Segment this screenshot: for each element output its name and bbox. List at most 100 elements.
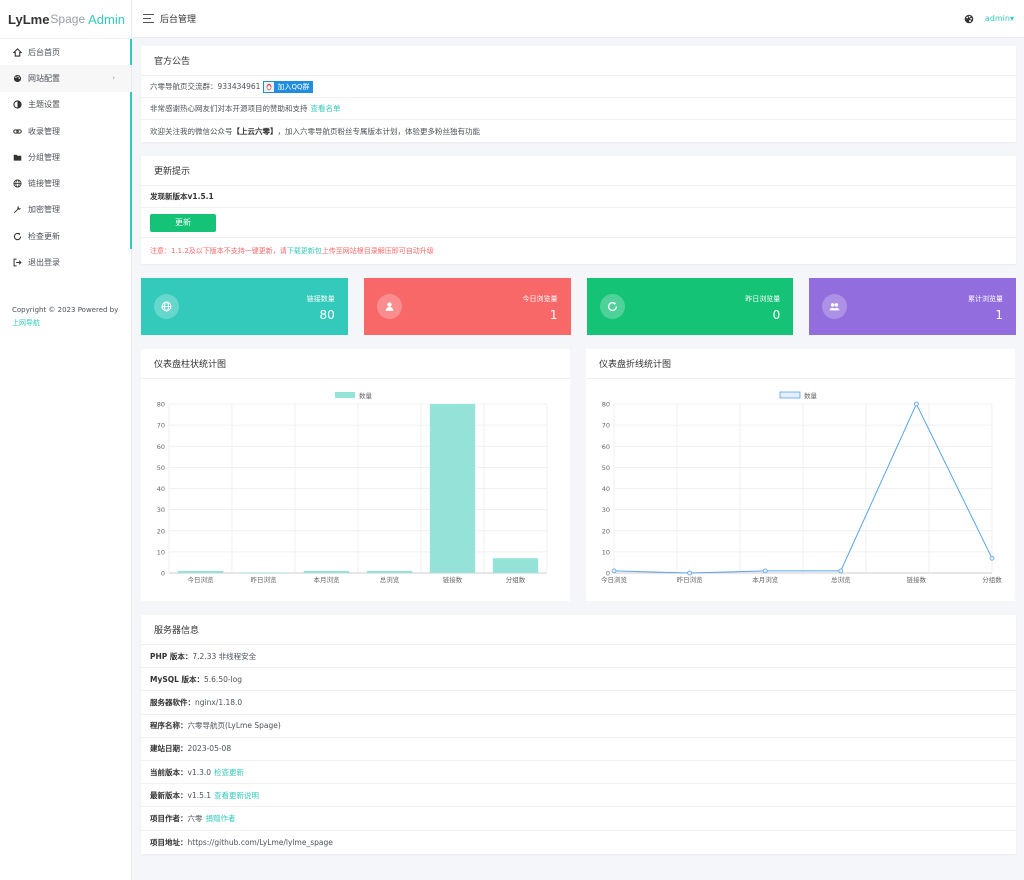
update-found-row: 发现新版本v1.5.1	[141, 186, 1016, 208]
stats-row: 链接数量 80 今日浏览量 1 昨日浏览量 0 累计浏览量 1	[141, 278, 1016, 335]
x-tick-label: 本月浏览	[314, 575, 341, 584]
server-info-value: v1.3.0	[187, 767, 212, 777]
server-info-row: 建站日期： 2023-05-08	[141, 738, 1016, 761]
line-chart-title: 仪表盘折线统计图	[586, 349, 1015, 379]
logout-icon	[12, 258, 22, 268]
server-info-row: 最新版本： v1.5.1 查看更新说明	[141, 784, 1016, 808]
sidebar-item-check-update[interactable]: 检查更新	[0, 223, 132, 250]
warning-text-post: 上传至网站根目录解压即可自动升级	[321, 247, 434, 255]
y-tick-label: 40	[602, 485, 610, 493]
sidebar-item-label: 分组管理	[28, 152, 60, 162]
chevron-right-icon: ›	[112, 74, 115, 83]
x-tick-label: 本月浏览	[752, 575, 779, 584]
brand-logo[interactable]: LyLme Spage Admin	[0, 0, 131, 38]
sidebar: LyLme Spage Admin 后台首页 网站配置 › 主题设置 收录管理 …	[0, 0, 132, 880]
sidebar-item-label: 链接管理	[28, 179, 60, 189]
user-menu[interactable]: admin▾	[984, 14, 1014, 23]
legend-label: 数量	[359, 391, 373, 400]
stat-yesterday-views: 昨日浏览量 0	[586, 278, 794, 335]
server-info-value: 六零	[187, 813, 203, 823]
charts-row: 仪表盘柱状统计图 数量 0 10 20 30 40 50 60 70 80 今日浏览 昨日浏览 本月浏览…	[141, 349, 1016, 601]
server-info-link[interactable]: 查看更新说明	[214, 790, 260, 800]
sidebar-item-encryption[interactable]: 加密管理	[0, 196, 132, 224]
view-sponsors-link[interactable]: 查看名单	[310, 104, 341, 113]
sponsor-text: 非常感谢热心网友们对本开源项目的赞助和支持	[150, 104, 308, 113]
qq-penguin-icon	[264, 81, 275, 92]
server-info-label: 最新版本：	[150, 790, 188, 800]
server-info-list: PHP 版本： 7.2.33 非线程安全 MySQL 版本： 5.6.50-log 服务…	[141, 645, 1016, 854]
y-tick-label: 0	[606, 570, 610, 578]
sidebar-item-site-config[interactable]: 网站配置 ›	[0, 65, 131, 92]
chart-legend: 数量	[335, 391, 373, 400]
sidebar-menu: 后台首页 网站配置 › 主题设置 收录管理 分组管理 链接管理 加密管理	[0, 38, 132, 276]
server-info-value: v1.5.1	[187, 790, 212, 800]
stat-value: 80	[319, 308, 335, 322]
server-info-row: 项目作者： 六零 捐赠作者	[141, 807, 1016, 831]
server-info-label: PHP 版本：	[150, 651, 193, 661]
update-button[interactable]: 更新	[150, 213, 216, 232]
server-info-row: PHP 版本： 7.2.33 非线程安全	[141, 645, 1016, 669]
y-tick-label: 50	[157, 464, 165, 472]
x-tick-label: 今日浏览	[601, 575, 628, 584]
y-tick-label: 30	[602, 506, 610, 514]
copyright-text: Copyright © 2023 Powered by	[12, 306, 119, 314]
server-info-card: 服务器信息 PHP 版本： 7.2.33 非线程安全 MySQL 版本： 5.6.50…	[141, 615, 1016, 854]
y-tick-label: 70	[157, 422, 165, 430]
stat-value: 1	[549, 308, 558, 322]
stat-total-views: 累计浏览量 1	[809, 278, 1016, 335]
stat-value: 1	[995, 308, 1003, 322]
server-info-label: 服务器软件：	[150, 697, 195, 707]
brand-part2: Spage	[50, 12, 86, 26]
home-icon	[12, 47, 22, 57]
y-tick-label: 60	[157, 443, 165, 451]
theme-palette-icon[interactable]	[964, 14, 974, 24]
server-info-value: 六零导航页(LyLme Spage)	[187, 721, 281, 731]
main-content: 官方公告 六零导航页交流群：933434961 加入QQ群 非常感谢热心网友们对…	[141, 46, 1016, 868]
bar-chart-title: 仪表盘柱状统计图	[141, 349, 570, 379]
y-tick-label: 10	[157, 548, 165, 556]
server-info-value: 2023-05-08	[187, 744, 232, 754]
server-info-link[interactable]: 捐赠作者	[205, 813, 236, 823]
announcement-title: 官方公告	[141, 46, 1016, 76]
bar-chart: 数量 0 10 20 30 40 50 60 70 80 今日浏览 昨日浏览 本月浏览 总浏览 链接数 分组数	[157, 391, 548, 584]
globe-icon	[12, 179, 22, 189]
data-point	[762, 568, 768, 574]
sidebar-item-links[interactable]: 链接管理	[0, 170, 132, 198]
globe-icon	[154, 294, 179, 319]
data-point	[838, 568, 844, 574]
server-info-link[interactable]: 检查更新	[214, 767, 245, 777]
stat-label: 昨日浏览量	[745, 295, 781, 303]
bar	[429, 404, 476, 573]
y-tick-label: 10	[602, 548, 610, 556]
copyright-link[interactable]: 上网导航	[12, 319, 40, 327]
palette-icon	[12, 73, 22, 83]
sidebar-item-submissions[interactable]: 收录管理	[0, 117, 132, 145]
y-tick-label: 50	[602, 464, 610, 472]
download-package-link[interactable]: 下载更新包	[286, 247, 322, 255]
top-header: 后台管理 admin▾	[132, 0, 1024, 38]
join-qq-button[interactable]: 加入QQ群	[263, 80, 314, 93]
x-tick-label: 总浏览	[831, 575, 851, 584]
update-warning: 注意：1.1.2及以下版本不支持一键更新，请下载更新包上传至网站根目录解压即可自…	[150, 246, 434, 256]
sidebar-item-groups[interactable]: 分组管理	[0, 144, 132, 171]
sidebar-item-home[interactable]: 后台首页	[0, 39, 132, 66]
sidebar-item-theme[interactable]: 主题设置	[0, 91, 132, 119]
bar	[366, 570, 413, 573]
stat-label: 链接数量	[306, 295, 335, 303]
update-button-row: 更新	[141, 208, 1016, 238]
sidebar-item-label: 加密管理	[28, 205, 60, 215]
update-card: 更新提示 发现新版本v1.5.1 更新 注意：1.1.2及以下版本不支持一键更新…	[141, 156, 1016, 264]
wechat-account-name: 【上云六零】	[232, 126, 278, 136]
bar	[240, 573, 287, 574]
server-info-value: nginx/1.18.0	[195, 697, 243, 707]
line-chart: 数量 0 10 20 30 40 50 60 70 80 今日浏览 昨日浏览 本月浏览 总浏览 链接数 分组数	[601, 391, 1002, 584]
hamburger-menu-icon[interactable]	[143, 14, 154, 23]
bar	[492, 558, 539, 573]
sidebar-item-logout[interactable]: 退出登录	[0, 249, 131, 275]
users-icon	[822, 294, 848, 319]
copyright: Copyright © 2023 Powered by 上网导航	[12, 304, 122, 330]
legend-label: 数量	[804, 391, 818, 400]
server-info-value: https://github.com/LyLme/lylme_spage	[187, 837, 333, 847]
x-tick-label: 总浏览	[380, 575, 400, 584]
new-version-text: 发现新版本v1.5.1	[150, 192, 214, 201]
